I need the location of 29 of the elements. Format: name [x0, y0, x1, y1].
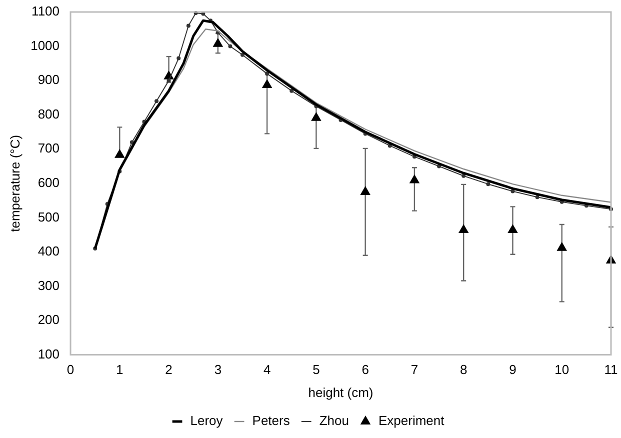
legend-label: Experiment — [378, 413, 445, 428]
legend-label: Zhou — [319, 413, 349, 428]
legend-label: Peters — [252, 413, 290, 428]
y-tick-label: 100 — [38, 346, 60, 362]
y-tick-label: 900 — [38, 72, 60, 88]
x-tick-label: 6 — [362, 362, 369, 378]
y-tick-label: 300 — [38, 278, 60, 293]
x-tick-label: 5 — [312, 362, 320, 378]
legend-label: Leroy — [190, 413, 224, 428]
y-tick-label: 1000 — [30, 38, 60, 53]
x-axis-title: height (cm) — [308, 384, 374, 400]
y-tick-label: 600 — [38, 174, 60, 190]
y-tick-label: 1100 — [32, 4, 60, 19]
x-tick-label: 10 — [554, 362, 570, 378]
x-tick-label: 7 — [410, 362, 418, 378]
y-tick-label: 200 — [38, 312, 60, 328]
x-tick-label: 4 — [263, 362, 271, 378]
x-tick-label: 9 — [509, 362, 516, 378]
y-tick-label: 700 — [38, 140, 60, 156]
x-tick-label: 1 — [116, 362, 124, 378]
y-tick-label: 400 — [38, 244, 60, 259]
y-axis-title: temperature (°C) — [7, 134, 22, 232]
x-tick-label: 8 — [460, 362, 468, 378]
x-tick-label: 2 — [165, 362, 172, 378]
x-tick-label: 3 — [214, 362, 222, 378]
y-tick-label: 800 — [38, 106, 60, 122]
x-tick-label: 0 — [66, 362, 74, 378]
x-tick-label: 11 — [604, 362, 618, 378]
y-tick-label: 500 — [38, 209, 60, 224]
